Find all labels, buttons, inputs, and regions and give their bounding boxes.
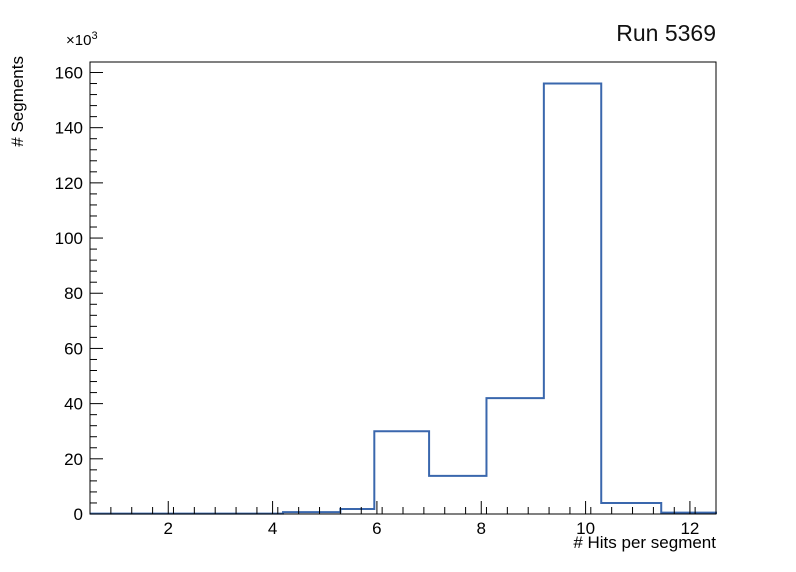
y-tick-label: 100 [55, 229, 83, 248]
y-axis-exponent-power: 3 [91, 30, 98, 42]
chart-title: Run 5369 [616, 20, 716, 46]
y-tick-label: 60 [64, 339, 83, 358]
y-tick-label: 160 [55, 63, 83, 82]
plot-frame [89, 61, 717, 515]
x-tick-label: 8 [477, 519, 486, 538]
y-tick-label: 140 [55, 119, 83, 138]
y-tick-label: 0 [74, 505, 83, 524]
histogram-line [90, 82, 717, 515]
y-axis-exponent: ×103 [66, 30, 98, 49]
x-axis-title: # Hits per segment [573, 533, 716, 552]
y-tick-label: 40 [64, 395, 83, 414]
x-tick-label: 12 [680, 519, 699, 538]
y-tick-label: 80 [64, 284, 83, 303]
y-tick-label: 20 [64, 450, 83, 469]
y-axis-title: # Segments [8, 56, 27, 147]
x-tick-label: 2 [164, 519, 173, 538]
x-tick-label: 4 [268, 519, 277, 538]
x-tick-label: 10 [576, 519, 595, 538]
y-tick-label: 120 [55, 174, 83, 193]
x-tick-label: 6 [372, 519, 381, 538]
y-axis-exponent-base: ×10 [66, 32, 92, 49]
